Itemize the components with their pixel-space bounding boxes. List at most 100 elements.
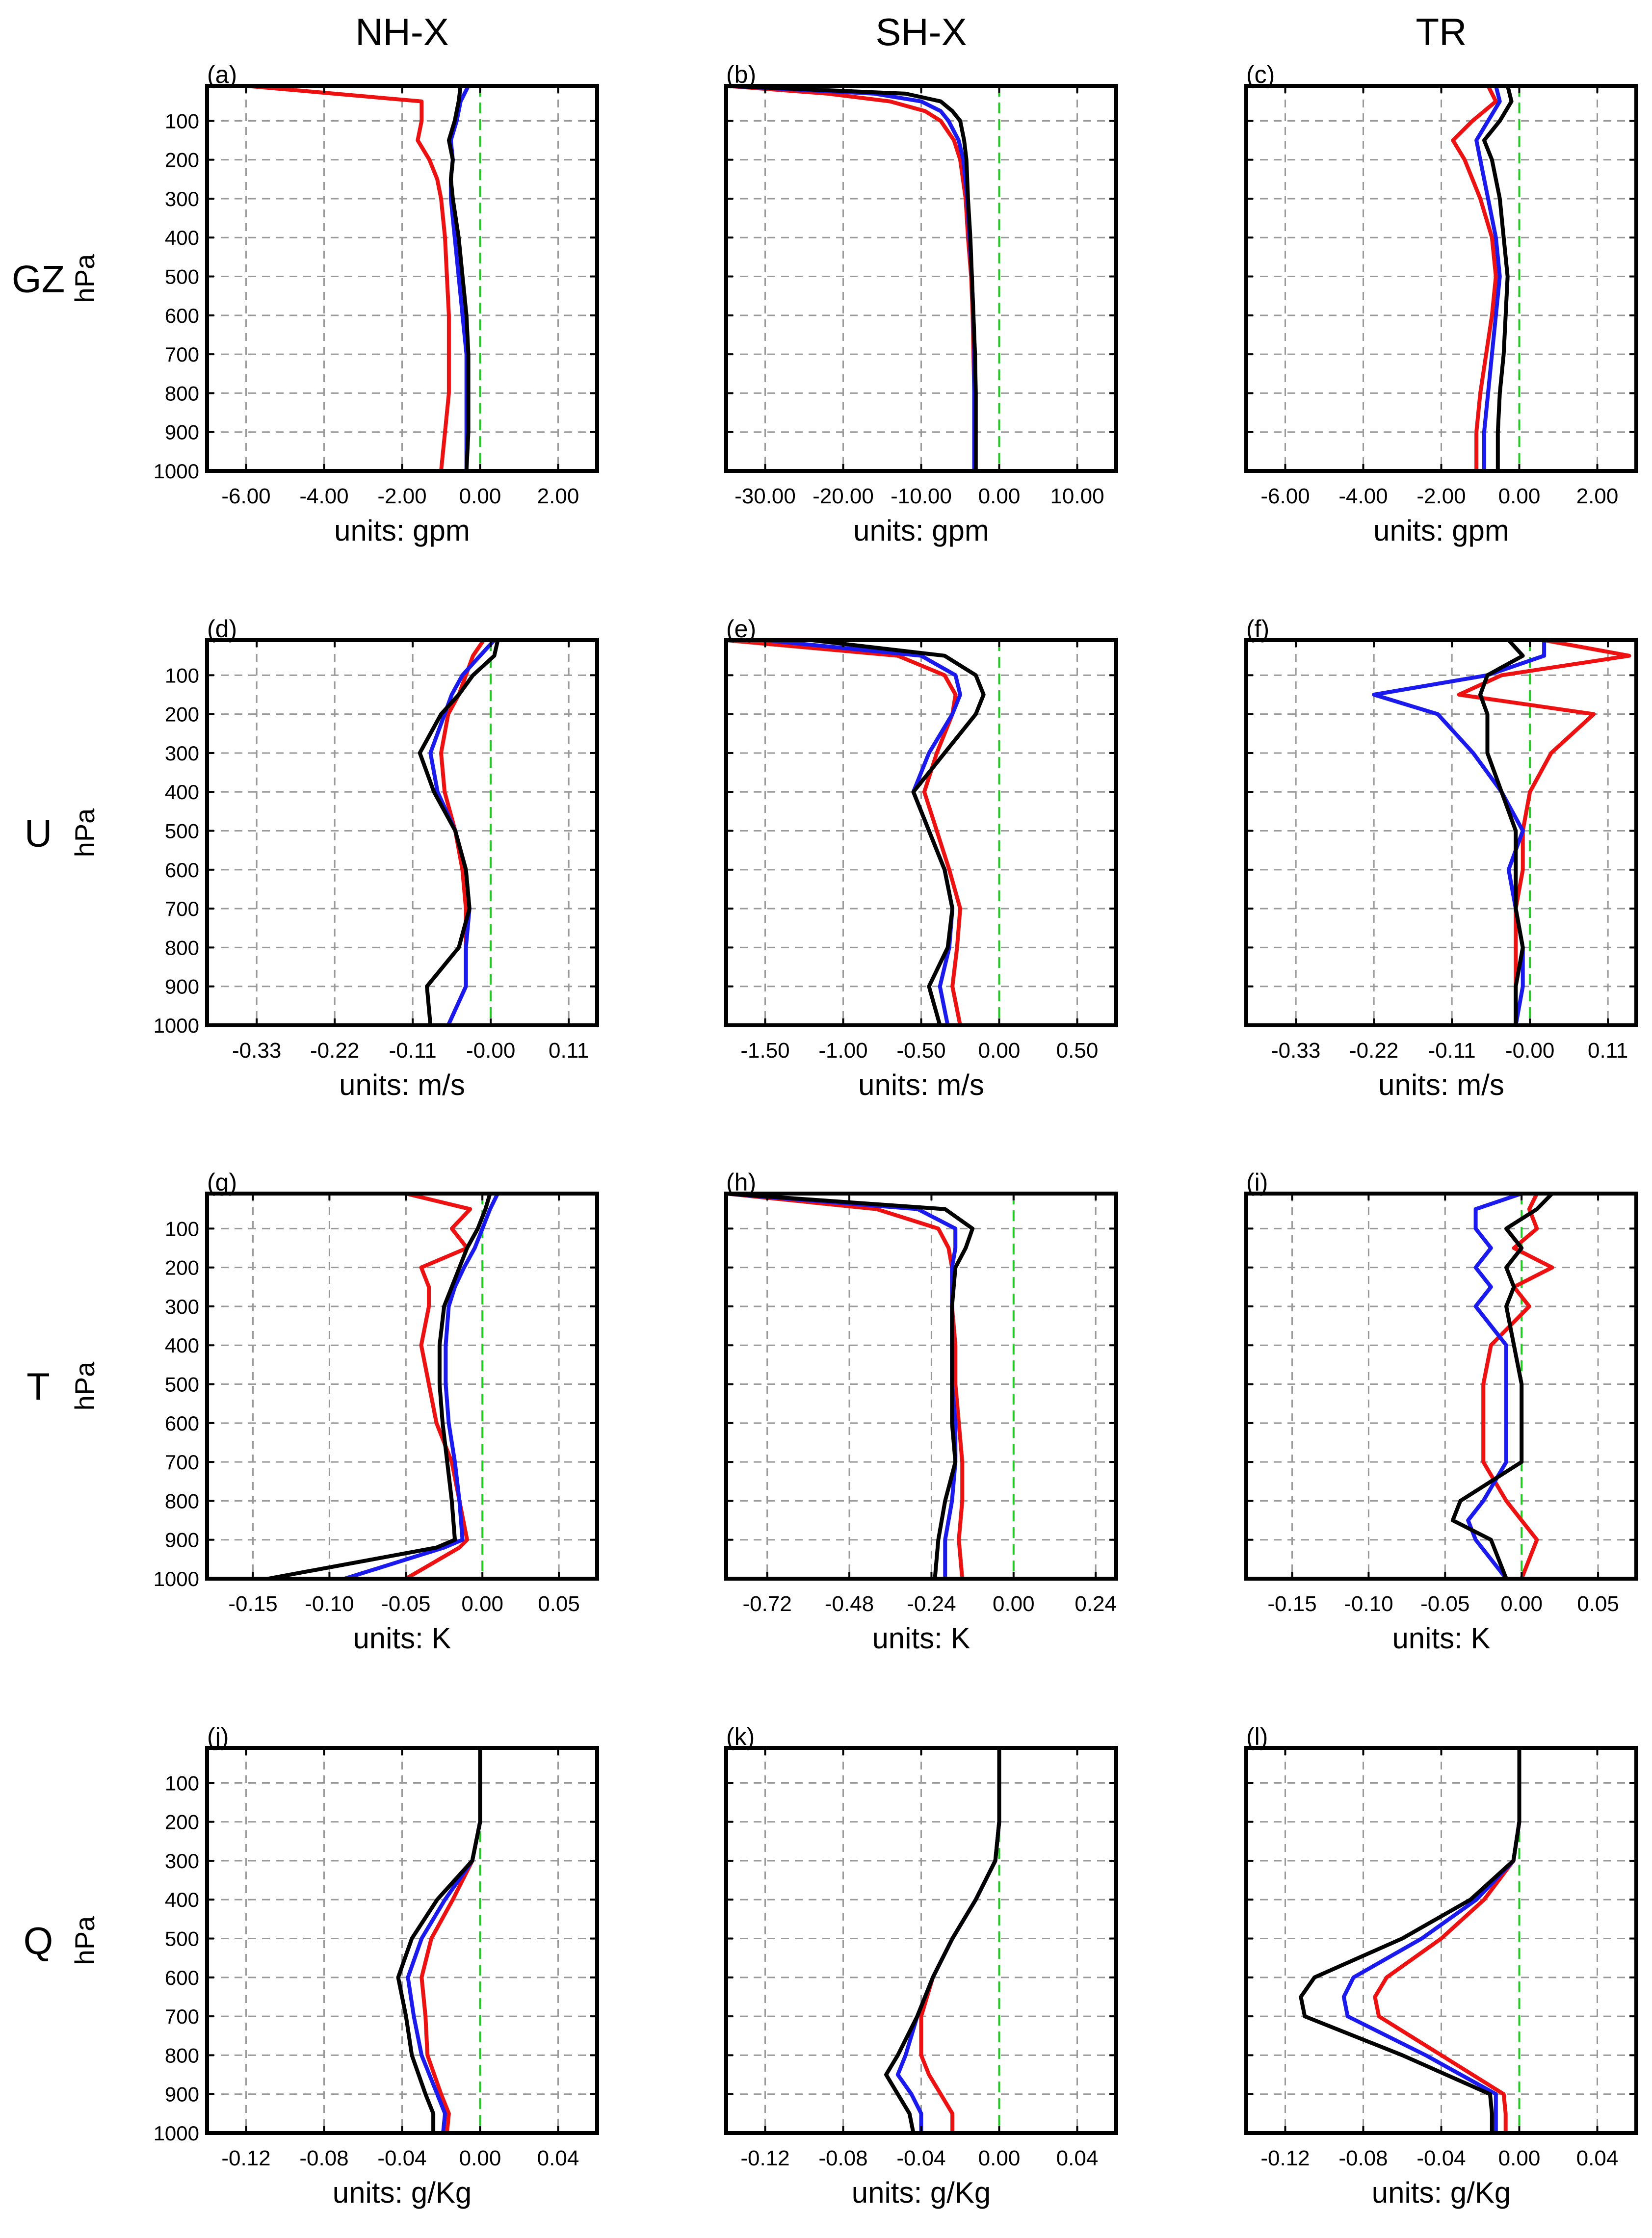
x-tick-label: 0.24 xyxy=(1075,1592,1117,1616)
series-line-black xyxy=(724,84,978,473)
x-tick-label: 2.00 xyxy=(1576,484,1619,508)
row-header-u: U xyxy=(25,812,52,855)
x-tick-label: -0.08 xyxy=(1338,2146,1388,2170)
x-tick-label: 0.50 xyxy=(1056,1039,1099,1063)
series-line-black xyxy=(724,1192,975,1581)
series-line-black xyxy=(1299,1746,1521,2135)
series-line-blue xyxy=(1466,1192,1524,1581)
y-tick-label: 700 xyxy=(165,897,199,920)
panel-label: (l) xyxy=(1246,1723,1268,1750)
y-tick-label: 1000 xyxy=(154,1567,199,1590)
x-tick-label: 0.00 xyxy=(459,484,501,508)
x-tick-label: -6.00 xyxy=(1260,484,1310,508)
panel-c: -6.00 -4.00 -2.00 0.00 2.00 units: gpm (c) xyxy=(1244,61,1638,547)
series-line-red xyxy=(1451,84,1498,473)
x-tick-label: -0.04 xyxy=(1416,2146,1466,2170)
y-tick-label: 200 xyxy=(165,149,199,172)
panel-f: -0.33 -0.22 -0.11 -0.00 0.11 units: m/s (f) xyxy=(1244,615,1638,1101)
row-header-q: Q xyxy=(24,1920,53,1963)
y-tick-label: 300 xyxy=(165,742,199,765)
series-line-red xyxy=(919,1746,1001,2135)
x-tick-label: 2.00 xyxy=(537,484,579,508)
y-axis-label: hPa xyxy=(69,808,100,857)
x-tick-label: 0.00 xyxy=(461,1592,503,1616)
panel-label: (c) xyxy=(1246,61,1275,88)
y-tick-label: 700 xyxy=(165,1451,199,1474)
x-tick-label: -30.00 xyxy=(734,484,796,508)
series-line-blue xyxy=(724,84,976,473)
plot-frame xyxy=(724,1192,1118,1581)
y-tick-label: 800 xyxy=(165,382,199,405)
panel-d: 100 200 300 400 500 600 700 800 900 1000 hPa -0.33 -… xyxy=(69,615,599,1101)
x-tick-label: 0.11 xyxy=(1588,1039,1628,1063)
y-tick-label: 500 xyxy=(165,1927,199,1951)
x-tick-label: -0.33 xyxy=(1271,1039,1320,1063)
x-tick-label: 0.00 xyxy=(978,484,1021,508)
x-tick-label: -0.22 xyxy=(310,1039,359,1063)
x-tick-label: -2.00 xyxy=(1416,484,1466,508)
panel-a: 100 200 300 400 500 600 700 800 900 1000 hPa -6.00 -… xyxy=(69,61,599,547)
series-line-red xyxy=(1457,638,1631,1027)
column-header-nh-x: NH-X xyxy=(355,10,449,53)
x-tick-label: -0.72 xyxy=(743,1592,792,1616)
x-tick-label: -0.11 xyxy=(389,1039,437,1063)
series-line-black xyxy=(446,84,471,473)
x-tick-label: -0.33 xyxy=(232,1039,281,1063)
y-tick-label: 200 xyxy=(165,1811,199,1834)
y-tick-label: 100 xyxy=(165,109,199,132)
y-tick-label: 400 xyxy=(165,781,199,804)
y-tick-label: 500 xyxy=(165,820,199,843)
y-tick-label: 300 xyxy=(165,187,199,210)
y-tick-label: 900 xyxy=(165,1529,199,1552)
series-line-blue xyxy=(448,84,471,473)
panel-l: -0.12 -0.08 -0.04 0.00 0.04 units: g/Kg (l) xyxy=(1244,1723,1638,2209)
series-line-black xyxy=(1478,638,1525,1027)
y-tick-label: 600 xyxy=(165,304,199,327)
x-axis-label: units: K xyxy=(1392,1622,1490,1655)
series-line-red xyxy=(244,84,451,473)
x-tick-label: -0.00 xyxy=(466,1039,515,1063)
y-tick-label: 400 xyxy=(165,226,199,249)
series-line-red xyxy=(724,1192,965,1581)
y-tick-label: 100 xyxy=(165,1771,199,1795)
headers: NH-X SH-X TR GZ U T Q xyxy=(12,10,1467,1963)
x-tick-label: 0.00 xyxy=(1500,1592,1543,1616)
panel-k: -0.12 -0.08 -0.04 0.00 0.04 units: g/Kg (k) xyxy=(724,1723,1118,2209)
x-tick-label: -0.15 xyxy=(228,1592,277,1616)
panel-label: (k) xyxy=(726,1723,755,1750)
panel-b: -30.00 -20.00 -10.00 0.00 10.00 units: gpm (b) xyxy=(724,61,1118,547)
panel-label: (a) xyxy=(207,61,237,88)
y-tick-label: 400 xyxy=(165,1888,199,1911)
plot-frame xyxy=(205,1192,599,1581)
y-axis-label: hPa xyxy=(69,1916,100,1965)
panel-h: -0.72 -0.48 -0.24 0.00 0.24 units: K (h) xyxy=(724,1169,1118,1655)
x-tick-label: 0.04 xyxy=(537,2146,579,2170)
y-tick-label: 500 xyxy=(165,1373,199,1396)
x-axis-label: units: g/Kg xyxy=(852,2176,991,2209)
x-tick-label: 0.11 xyxy=(549,1039,589,1063)
plot-frame xyxy=(1244,1192,1638,1581)
x-axis-label: units: gpm xyxy=(853,514,989,547)
x-axis-label: units: g/Kg xyxy=(333,2176,472,2209)
x-tick-label: -0.12 xyxy=(1260,2146,1310,2170)
row-header-gz: GZ xyxy=(12,258,65,301)
x-axis-label: units: m/s xyxy=(339,1068,465,1101)
series-line-blue xyxy=(428,638,497,1027)
y-tick-label: 300 xyxy=(165,1295,199,1318)
y-tick-label: 600 xyxy=(165,1966,199,1989)
series-line-red xyxy=(439,638,486,1027)
x-tick-label: 0.05 xyxy=(538,1592,580,1616)
y-tick-label: 400 xyxy=(165,1334,199,1357)
x-tick-label: 0.00 xyxy=(993,1592,1035,1616)
column-header-sh-x: SH-X xyxy=(875,10,967,53)
row-header-t: T xyxy=(26,1365,50,1408)
y-axis-label: hPa xyxy=(69,254,100,303)
plot-frame xyxy=(1244,638,1638,1027)
x-tick-label: 0.04 xyxy=(1056,2146,1099,2170)
y-tick-label: 600 xyxy=(165,859,199,882)
x-tick-label: -0.04 xyxy=(377,2146,426,2170)
x-tick-label: -0.10 xyxy=(305,1592,354,1616)
y-tick-label: 800 xyxy=(165,936,199,959)
y-tick-label: 100 xyxy=(165,1217,199,1240)
series-line-blue xyxy=(1474,84,1502,473)
